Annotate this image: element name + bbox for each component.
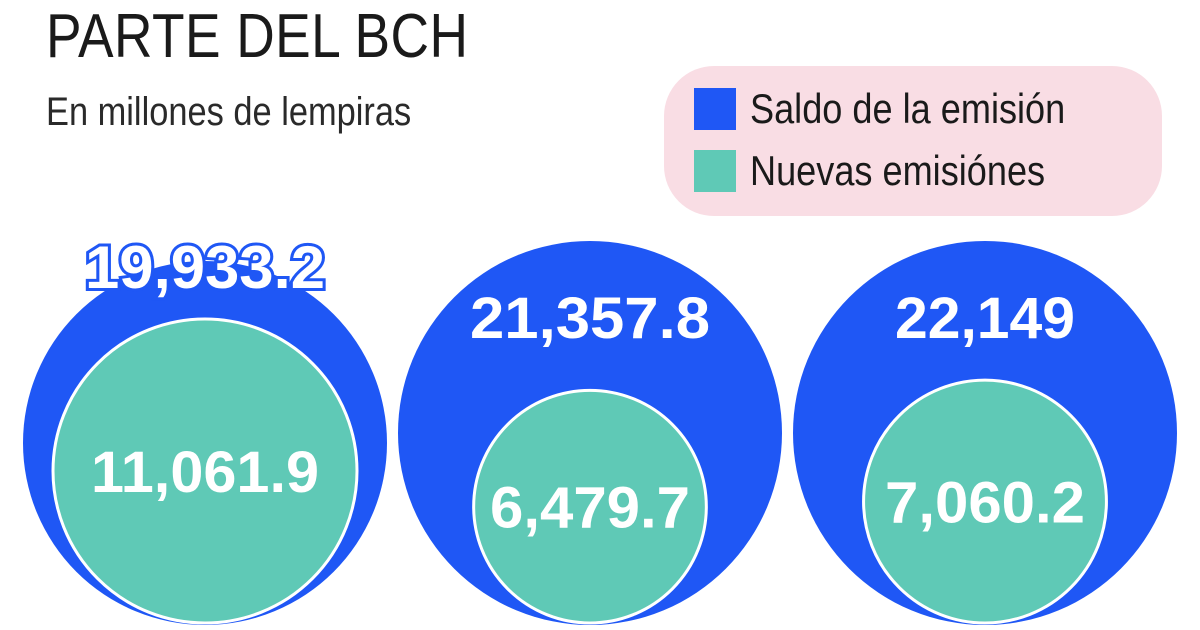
chart-subtitle: En millones de lempiras xyxy=(46,90,412,134)
label-nuevas-2: 6,479.7 xyxy=(490,476,690,541)
legend-item-nuevas: Nuevas emisiónes xyxy=(694,146,1093,196)
chart-title: PARTE DEL BCH xyxy=(46,2,469,71)
label-nuevas-3: 7,060.2 xyxy=(885,471,1085,536)
label-saldo-1: 19,933.2 xyxy=(85,234,325,301)
legend-label-nuevas: Nuevas emisiónes xyxy=(750,147,1046,194)
label-saldo-3: 22,149 xyxy=(895,286,1075,351)
bubble-nuevas-2 xyxy=(472,388,708,625)
label-saldo-2: 21,357.8 xyxy=(470,286,710,351)
legend-swatch-saldo xyxy=(694,88,736,130)
legend: Saldo de la emisión Nuevas emisiónes xyxy=(664,66,1162,216)
legend-swatch-nuevas xyxy=(694,150,736,192)
label-nuevas-1: 11,061.9 xyxy=(91,440,319,505)
legend-label-saldo: Saldo de la emisión xyxy=(750,85,1066,132)
legend-item-saldo: Saldo de la emisión xyxy=(694,84,1117,134)
bubble-nuevas-3 xyxy=(862,378,1108,625)
bubble-nuevas-1 xyxy=(51,317,359,625)
